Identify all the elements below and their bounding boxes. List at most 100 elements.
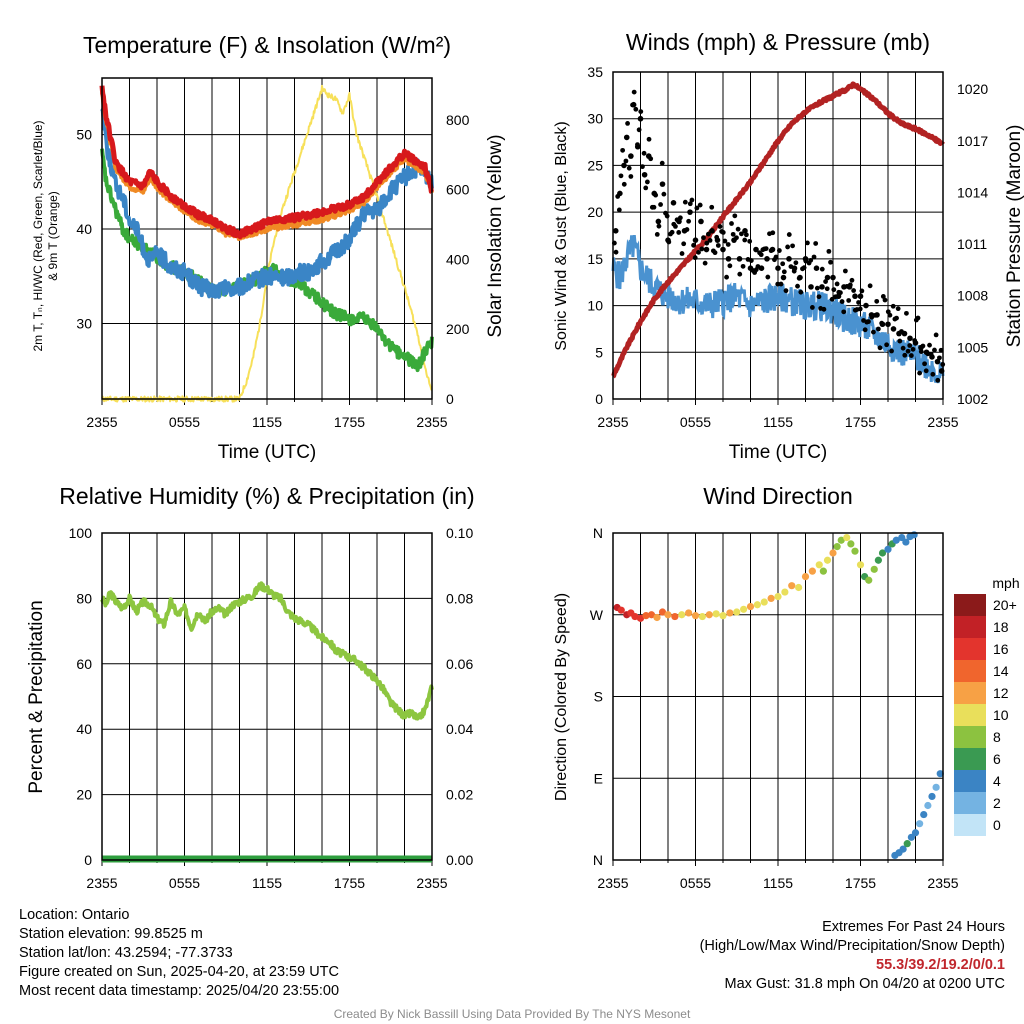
gust-point (686, 218, 692, 224)
gust-point (692, 237, 699, 243)
gust-point (626, 165, 632, 171)
direction-point (685, 609, 693, 617)
gust-point (933, 332, 939, 338)
gust-point (923, 368, 929, 374)
direction-point (878, 549, 887, 557)
direction-point (911, 829, 920, 837)
gust-point (874, 298, 880, 304)
gust-point (863, 302, 869, 309)
direction-point (767, 594, 775, 603)
y-tick-label: 0 (595, 391, 603, 407)
gust-point (808, 284, 814, 290)
x-tick-label: 2355 (86, 414, 117, 430)
legend-swatch (954, 638, 986, 660)
y-tick-label: 40 (76, 221, 92, 237)
elevation-text: Station elevation: 99.8525 m (19, 926, 203, 942)
gust-point (786, 232, 792, 237)
series-line-red (99, 85, 434, 240)
gust-point (703, 246, 710, 253)
y2-tick-label: 0.06 (446, 656, 473, 672)
gust-point (904, 310, 909, 316)
y2-axis-label: Solar Insolation (Yellow) (485, 134, 506, 337)
gust-point (866, 319, 871, 325)
gust-point (824, 286, 830, 292)
gust-point (635, 142, 640, 148)
gust-point (736, 256, 743, 262)
gust-point (702, 260, 708, 266)
gust-point (910, 346, 916, 352)
gust-point (724, 274, 729, 280)
gust-point (775, 265, 781, 272)
y-tick-label: 5 (595, 344, 603, 360)
x-tick-label: 0555 (680, 875, 711, 891)
gust-point (669, 229, 675, 235)
gust-point (922, 361, 927, 367)
gust-point (682, 199, 688, 205)
gust-point (937, 355, 942, 361)
direction-point (819, 567, 827, 575)
gust-point (696, 249, 701, 255)
y2-tick-label: 1020 (957, 81, 988, 97)
gust-point (880, 294, 886, 299)
x-tick-label: 1155 (252, 875, 282, 891)
x-tick-label: 1155 (763, 875, 793, 891)
temperature-panel: 30 40 50 0 200 400 600 800 2355 0555 1155 1755 2355 T… (31, 32, 506, 463)
direction-point (631, 612, 639, 621)
legend-label: 12 (993, 685, 1009, 701)
gust-point (628, 153, 634, 159)
gust-point (872, 312, 878, 318)
direction-point (902, 538, 910, 546)
gust-point (697, 202, 703, 208)
gust-point (889, 348, 894, 354)
gust-point (623, 134, 630, 141)
direction-point (617, 606, 625, 614)
gust-point (773, 254, 779, 260)
gust-point (846, 298, 852, 303)
gust-point (801, 265, 807, 271)
gust-point (646, 136, 652, 142)
gust-point (720, 230, 726, 235)
y2-tick-label: 0.08 (446, 590, 473, 606)
y2-axis-label: Station Pressure (Maroon) (1004, 125, 1024, 348)
gust-point (808, 257, 814, 263)
direction-point (884, 545, 892, 553)
gust-point (795, 283, 800, 289)
gust-point (616, 207, 622, 213)
y2-tick-label: 1002 (957, 391, 988, 407)
y-tick-label: 35 (587, 64, 603, 80)
y-tick-label: 30 (76, 315, 92, 331)
x-tick-label: 0555 (680, 414, 711, 430)
gust-point (895, 306, 901, 312)
gust-point (681, 241, 687, 247)
direction-point (833, 543, 841, 551)
gust-point (621, 181, 627, 187)
gust-point (776, 248, 782, 253)
gust-point (679, 251, 685, 256)
direction-point (664, 611, 672, 619)
gust-point (637, 115, 644, 122)
gust-point (859, 288, 865, 294)
gust-point (788, 264, 794, 269)
direction-point (671, 612, 679, 621)
gust-point (838, 290, 843, 296)
gust-point (814, 285, 820, 291)
y-tick-label: 60 (76, 656, 92, 672)
direction-point (837, 536, 845, 544)
y2-tick-label: 200 (446, 321, 470, 337)
x-tick-label: 1755 (334, 414, 365, 430)
x-tick-label: 1155 (252, 414, 282, 430)
gust-point (753, 246, 759, 253)
gust-point (740, 263, 746, 269)
gust-point (641, 150, 647, 156)
x-tick-label: 2355 (416, 875, 447, 891)
gust-point (917, 370, 923, 376)
gust-point (821, 306, 827, 312)
gust-point (747, 238, 753, 244)
direction-point (726, 609, 734, 617)
speed-color-legend: mph 20+ 18 16 14 12 10 8 6 4 2 0 (954, 575, 1020, 836)
y-tick-label: W (590, 607, 604, 623)
gust-point (768, 248, 774, 254)
gust-point (935, 377, 941, 383)
gust-point (737, 271, 743, 277)
y-tick-label: E (594, 770, 603, 786)
